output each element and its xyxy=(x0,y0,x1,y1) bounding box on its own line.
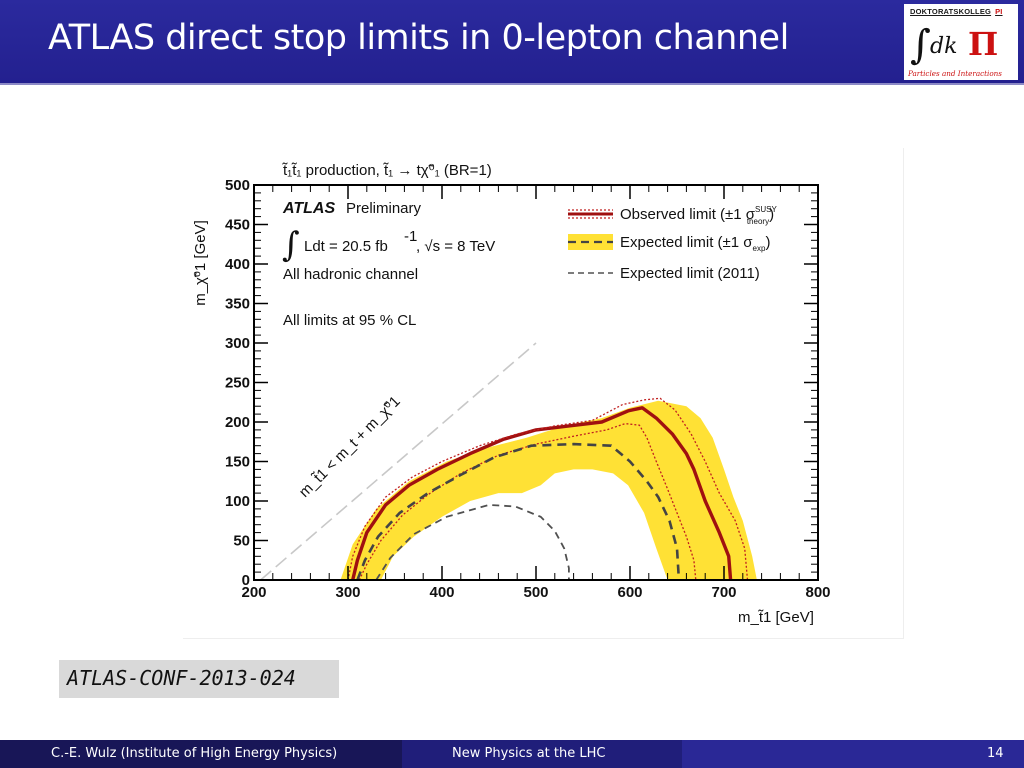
plot-header: t̃₁t̃₁ production, t̃₁ → tχ̃⁰₁ (BR=1) xyxy=(281,162,491,179)
logo-top-text: DOKTORATSKOLLEG PI xyxy=(910,7,1003,16)
atlas-label: ATLAS Preliminary ∫ Ldt = 20.5 fb -1 , √… xyxy=(282,200,495,329)
series-kinematic-limit xyxy=(260,342,537,580)
x-tick-label: 400 xyxy=(429,584,454,601)
series-expected-limit xyxy=(356,442,681,580)
x-tick-label: 600 xyxy=(617,584,642,601)
y-tick-label: 100 xyxy=(225,493,250,510)
limit-lines-layer xyxy=(260,342,749,580)
energy-label: , √s = 8 TeV xyxy=(416,238,495,255)
y-tick-label: 250 xyxy=(225,375,250,392)
svg-text:Π: Π xyxy=(968,25,998,63)
slide-title: ATLAS direct stop limits in 0-lepton cha… xyxy=(48,18,789,58)
y-tick-label: 500 xyxy=(225,177,250,194)
series-expected-limit-2011 xyxy=(375,503,570,580)
x-tick-label: 200 xyxy=(241,584,266,601)
kinematic-line-label: m_t̃1 < m_t + m_χ̃⁰1 xyxy=(296,393,404,501)
expected-band-layer xyxy=(340,400,757,580)
conf-note-reference: ATLAS-CONF-2013-024 xyxy=(67,666,296,690)
footer-right: 14 xyxy=(682,740,1024,768)
svg-text:dk: dk xyxy=(930,34,957,59)
legend-expected-label: Expected limit (±1 σexp) xyxy=(620,234,770,253)
svg-text:∫: ∫ xyxy=(910,22,931,68)
cl-label: All limits at 95 % CL xyxy=(283,312,416,329)
expected-limit-band xyxy=(340,400,757,580)
lumi-label: Ldt = 20.5 fb xyxy=(304,238,388,255)
footer-page-number: 14 xyxy=(987,746,1004,761)
slide-header: ATLAS direct stop limits in 0-lepton cha… xyxy=(0,0,1024,85)
legend-observed-label: Observed limit (±1 σSUSY theory) xyxy=(620,205,777,226)
legend-expected-band xyxy=(568,234,613,250)
lumi-exponent: -1 xyxy=(404,228,417,245)
integral-dk-pi-logo-icon: ∫ dk Π xyxy=(910,22,998,68)
exclusion-plot: t̃₁t̃₁ production, t̃₁ → tχ̃⁰₁ (BR=1) 20… xyxy=(183,148,904,639)
legend-2011-label: Expected limit (2011) xyxy=(620,265,760,282)
series-observed-limit xyxy=(351,406,733,580)
y-tick-label: 200 xyxy=(225,414,250,431)
y-tick-label: 300 xyxy=(225,335,250,352)
integral-icon: ∫ xyxy=(282,225,300,265)
x-tick-label: 300 xyxy=(335,584,360,601)
y-axis-title: m_χ̃⁰1 [GeV] xyxy=(192,220,209,306)
series-observed-1-theory xyxy=(347,397,749,580)
status-label: Preliminary xyxy=(346,200,422,217)
experiment-label: ATLAS xyxy=(282,200,335,217)
y-tick-label: 0 xyxy=(242,572,250,589)
doktoratskolleg-logo: DOKTORATSKOLLEG PI ∫ dk Π Particles and I… xyxy=(904,4,1018,80)
y-tick-label: 150 xyxy=(225,454,250,471)
slide-footer: C.-E. Wulz (Institute of High Energy Phy… xyxy=(0,740,1024,768)
x-tick-label: 800 xyxy=(805,584,830,601)
exclusion-plot-svg: t̃₁t̃₁ production, t̃₁ → tχ̃⁰₁ (BR=1) 20… xyxy=(192,162,831,626)
series-observed-1-theory xyxy=(358,422,697,580)
x-tick-label: 700 xyxy=(711,584,736,601)
y-tick-label: 350 xyxy=(225,296,250,313)
y-tick-label: 400 xyxy=(225,256,250,273)
axis-ticks: 200 300 400 500 600 700 800 0 50 100 150 200 250 300 3… xyxy=(225,177,831,601)
x-axis-title: m_t̃1 [GeV] xyxy=(738,609,814,626)
logo-subtitle: Particles and Interactions xyxy=(908,69,1002,78)
y-tick-label: 50 xyxy=(233,533,250,550)
channel-label: All hadronic channel xyxy=(283,266,418,283)
footer-author: C.-E. Wulz (Institute of High Energy Phy… xyxy=(51,746,338,761)
footer-left: C.-E. Wulz (Institute of High Energy Phy… xyxy=(0,740,402,768)
x-tick-label: 500 xyxy=(523,584,548,601)
footer-talk-title: New Physics at the LHC xyxy=(452,746,606,761)
plot-legend: Observed limit (±1 σSUSY theory) Expected… xyxy=(568,205,777,282)
footer-middle: New Physics at the LHC xyxy=(402,740,682,768)
y-tick-label: 450 xyxy=(225,217,250,234)
reference-box: ATLAS-CONF-2013-024 xyxy=(59,660,339,698)
